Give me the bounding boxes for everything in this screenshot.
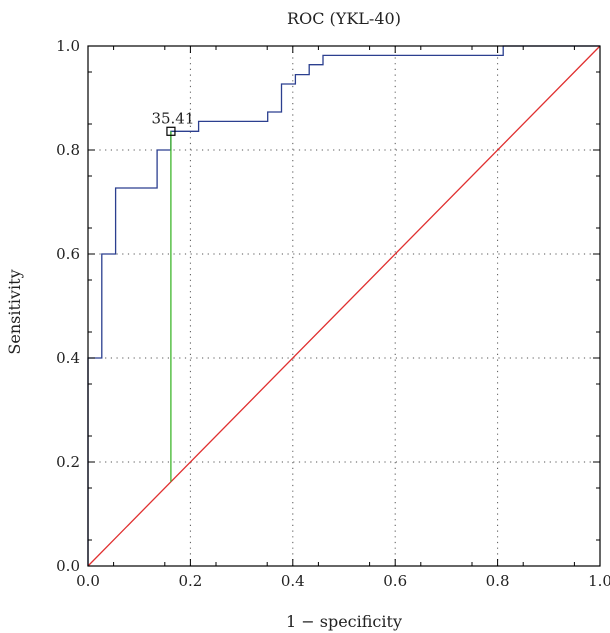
y-axis-label: Sensitivity (5, 269, 24, 354)
x-tick-label: 0.4 (281, 572, 305, 590)
x-tick-label: 0.8 (486, 572, 510, 590)
x-tick-label: 0.0 (76, 572, 100, 590)
chart-title: ROC (YKL-40) (287, 9, 401, 28)
annotation-layer: 35.41 (151, 109, 194, 136)
plot-frame (87, 45, 601, 567)
x-tick-label: 0.2 (178, 572, 202, 590)
grid (88, 46, 600, 566)
y-tick-label: 0.0 (56, 557, 80, 575)
y-tick-label: 0.8 (56, 141, 80, 159)
x-tick-label: 0.6 (383, 572, 407, 590)
reference-line (87, 45, 601, 567)
roc-curve (87, 45, 600, 566)
x-axis-label: 1 − specificity (286, 612, 402, 631)
cutoff-marker (166, 126, 176, 136)
x-axis: 0.0 0.2 0.4 0.6 0.8 1.0 (76, 46, 610, 590)
x-tick-label: 1.0 (588, 572, 610, 590)
y-axis: 0.0 0.2 0.4 0.6 0.8 1.0 (56, 37, 600, 575)
series-layer (87, 45, 601, 567)
y-tick-label: 1.0 (56, 37, 80, 55)
cutoff-label: 35.41 (151, 109, 194, 127)
y-tick-label: 0.4 (56, 349, 80, 367)
y-tick-label: 0.6 (56, 245, 80, 263)
y-tick-label: 0.2 (56, 453, 80, 471)
